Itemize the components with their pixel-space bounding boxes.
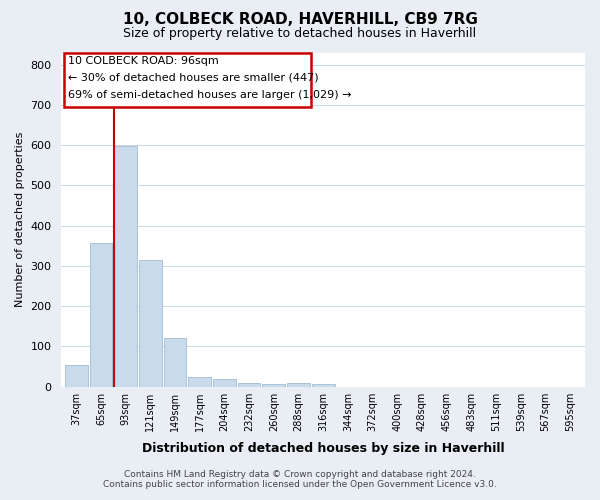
- Bar: [164, 338, 187, 386]
- Text: ← 30% of detached houses are smaller (447): ← 30% of detached houses are smaller (44…: [68, 73, 318, 83]
- X-axis label: Distribution of detached houses by size in Haverhill: Distribution of detached houses by size …: [142, 442, 505, 455]
- Bar: [287, 384, 310, 386]
- Bar: [238, 384, 260, 386]
- Text: Size of property relative to detached houses in Haverhill: Size of property relative to detached ho…: [124, 28, 476, 40]
- Text: 69% of semi-detached houses are larger (1,029) →: 69% of semi-detached houses are larger (…: [68, 90, 351, 100]
- Bar: [89, 243, 112, 386]
- Bar: [188, 376, 211, 386]
- FancyBboxPatch shape: [64, 54, 311, 107]
- Bar: [262, 384, 285, 386]
- Bar: [114, 146, 137, 386]
- Bar: [213, 380, 236, 386]
- Text: 10 COLBECK ROAD: 96sqm: 10 COLBECK ROAD: 96sqm: [68, 56, 218, 66]
- Bar: [312, 384, 335, 386]
- Y-axis label: Number of detached properties: Number of detached properties: [15, 132, 25, 308]
- Text: Contains HM Land Registry data © Crown copyright and database right 2024.
Contai: Contains HM Land Registry data © Crown c…: [103, 470, 497, 489]
- Bar: [65, 364, 88, 386]
- Text: 10, COLBECK ROAD, HAVERHILL, CB9 7RG: 10, COLBECK ROAD, HAVERHILL, CB9 7RG: [122, 12, 478, 28]
- Bar: [139, 260, 161, 386]
